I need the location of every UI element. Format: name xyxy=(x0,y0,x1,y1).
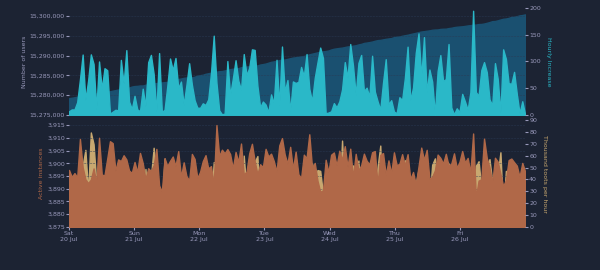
Y-axis label: Thousand toots per hour: Thousand toots per hour xyxy=(542,134,547,212)
Y-axis label: Active instances: Active instances xyxy=(40,148,44,199)
Y-axis label: Number of users: Number of users xyxy=(22,35,27,88)
Y-axis label: Hourly Increase: Hourly Increase xyxy=(545,37,551,86)
